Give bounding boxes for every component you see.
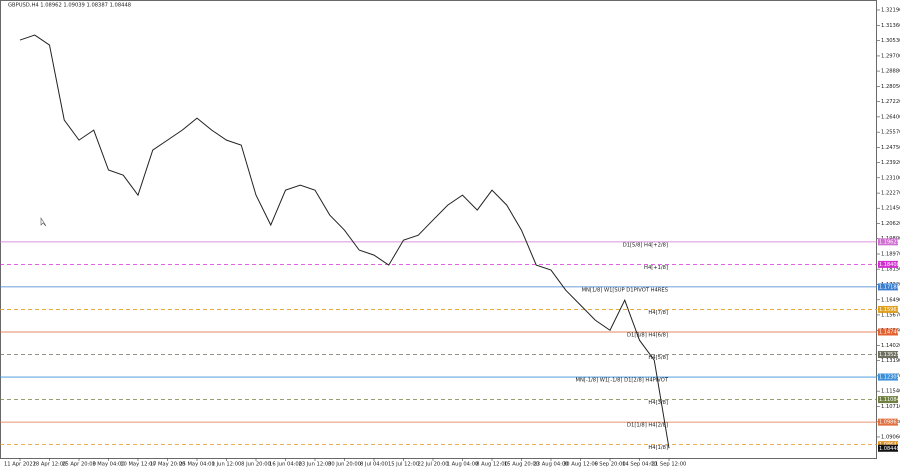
y-tick-label: 1.28050 <box>881 84 900 90</box>
price-box-label: 1.18408 <box>879 262 900 268</box>
price-box-label: 1.14746 <box>879 329 900 335</box>
price-box <box>878 260 898 268</box>
price-box <box>878 351 898 359</box>
last-price-box <box>878 444 898 452</box>
x-tick-label: 22 Jul 20:00 <box>417 462 448 468</box>
level-label: MN[-1/8] W1[-1/8] D1[2/8] H4PIVOT <box>575 378 668 384</box>
x-tick-label: 23 Jun 12:00 <box>299 462 332 468</box>
x-tick-label: 17 May 20:00 <box>150 462 186 468</box>
price-box <box>878 283 898 291</box>
price-box-label: 1.17188 <box>879 284 900 290</box>
level-label: H4[5/8] <box>648 355 668 361</box>
level-label: D1[5/8] H4[+2/8] <box>623 242 668 248</box>
x-tick-label: 8 Jun 20:00 <box>241 462 271 468</box>
price-box <box>878 328 898 336</box>
x-tick-label: 25 May 04:00 <box>179 462 215 468</box>
cursor <box>40 216 47 227</box>
x-tick-label: 21 Sep 12:00 <box>652 462 687 468</box>
y-tick-label: 1.28880 <box>881 69 900 75</box>
price-box <box>878 373 898 381</box>
x-tick-label: 15 Jul 12:00 <box>388 462 419 468</box>
x-tick-label: 15 Aug 20:00 <box>504 462 539 468</box>
level-label: D1[3/8] H4[6/8] <box>627 332 668 338</box>
price-box-label: 1.12305 <box>879 375 900 381</box>
plot-frame <box>0 0 877 459</box>
y-tick-label: 1.24750 <box>881 145 900 151</box>
x-tick-label: 1 Jun 12:00 <box>212 462 242 468</box>
y-tick-label: 1.14020 <box>881 343 900 349</box>
y-tick-label: 1.13190 <box>881 358 900 364</box>
price-box <box>878 238 898 246</box>
level-label: H4[+1/8] <box>644 265 668 271</box>
y-tick-label: 1.09060 <box>881 434 900 440</box>
y-tick-label: 1.11540 <box>881 389 900 395</box>
y-tick-label: 1.18970 <box>881 252 900 258</box>
price-box-label: 1.11084 <box>879 397 900 403</box>
y-tick-label: 1.27220 <box>881 99 900 105</box>
price-box-label: 1.15967 <box>879 307 900 313</box>
x-tick-label: 11 Apr 2022 <box>4 462 36 468</box>
price-box <box>878 441 898 449</box>
price-box-label: 1.09863 <box>879 420 900 426</box>
y-tick-label: 1.21450 <box>881 206 900 212</box>
x-tick-label: 8 Aug 12:00 <box>476 462 508 468</box>
x-tick-label: 14 Sep 04:00 <box>622 462 657 468</box>
price-line <box>19 34 670 449</box>
level-label: MN[1/8] W1[SUP D1PIVOT H4RES <box>582 287 668 293</box>
level-label: H4[1/8] <box>648 445 668 451</box>
x-tick-label: 30 Jun 20:00 <box>328 462 361 468</box>
y-tick-label: 1.22270 <box>881 191 900 197</box>
x-tick-label: 6 Sep 20:00 <box>594 462 625 468</box>
x-tick-label: 1 Aug 04:00 <box>447 462 479 468</box>
x-tick-label: 3 May 04:00 <box>92 462 124 468</box>
price-box <box>878 396 898 404</box>
x-tick-label: 30 Aug 12:00 <box>563 462 598 468</box>
y-tick-label: 1.29700 <box>881 53 900 59</box>
x-tick-label: 23 Aug 04:00 <box>534 462 569 468</box>
y-tick-label: 1.32190 <box>881 7 900 13</box>
price-box-label: 1.19629 <box>879 239 900 245</box>
price-box <box>878 305 898 313</box>
x-tick-label: 18 Apr 12:00 <box>33 462 67 468</box>
x-tick-label: 8 Jul 04:00 <box>360 462 388 468</box>
y-tick-label: 1.15670 <box>881 312 900 318</box>
price-box-label: 1.13525 <box>879 352 900 358</box>
y-tick-label: 1.26400 <box>881 114 900 120</box>
level-label: D1[1/8] H4[2/8] <box>627 423 668 429</box>
y-tick-label: 1.23920 <box>881 160 900 166</box>
y-tick-label: 1.31360 <box>881 23 900 29</box>
level-label: H4[7/8] <box>648 310 668 316</box>
y-tick-label: 1.18150 <box>881 267 900 273</box>
x-tick-label: 10 May 12:00 <box>120 462 156 468</box>
y-tick-label: 1.10710 <box>881 404 900 410</box>
last-price-label: 1.08448 <box>879 446 900 452</box>
x-tick-label: 16 Jun 04:00 <box>269 462 302 468</box>
x-tick-label: 25 Apr 20:00 <box>62 462 96 468</box>
price-box <box>878 418 898 426</box>
y-tick-label: 1.20620 <box>881 221 900 227</box>
y-tick-label: 1.25570 <box>881 130 900 136</box>
y-tick-label: 1.16490 <box>881 297 900 303</box>
y-tick-label: 1.30530 <box>881 38 900 44</box>
level-label: H4[3/8] <box>648 400 668 406</box>
chart-title: GBPUSD,H4 1.08962 1.09039 1.08387 1.0844… <box>8 3 131 9</box>
y-tick-label: 1.23100 <box>881 175 900 181</box>
